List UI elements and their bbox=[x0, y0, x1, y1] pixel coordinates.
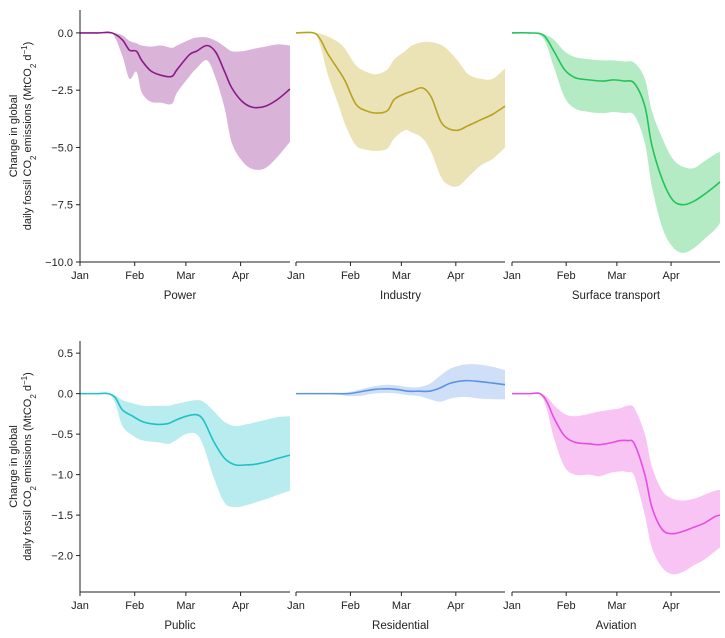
median-line-power bbox=[80, 31, 291, 109]
uncertainty-band-industry bbox=[296, 31, 505, 187]
x-tick-label: Mar bbox=[607, 270, 626, 282]
y-tick-label: −2.5 bbox=[51, 85, 73, 97]
y-tick-label: 0.0 bbox=[58, 28, 73, 40]
co2-text: CO bbox=[22, 68, 34, 85]
x-tick-label: Feb bbox=[125, 600, 144, 612]
co2-text: CO bbox=[22, 160, 34, 177]
y-axis-label-text: emissions (Mt bbox=[22, 85, 34, 156]
x-tick-label: Apr bbox=[447, 600, 464, 612]
y-axis-label-text: daily fossil bbox=[22, 507, 34, 561]
x-tick-label: Mar bbox=[392, 270, 411, 282]
y-axis-label-text: emissions (Mt bbox=[22, 415, 34, 486]
x-tick-label: Apr bbox=[232, 270, 249, 282]
y-tick-label: −1.0 bbox=[51, 470, 73, 482]
x-tick-label: Apr bbox=[232, 600, 249, 612]
median-line-residential bbox=[295, 379, 506, 395]
y-tick-label: −7.5 bbox=[51, 200, 73, 212]
y-tick-label: −2.0 bbox=[51, 551, 73, 563]
x-tick-label: Feb bbox=[557, 270, 576, 282]
x-tick-label: Feb bbox=[341, 270, 360, 282]
x-tick-label: Jan bbox=[71, 270, 89, 282]
x-tick-label: Apr bbox=[662, 600, 679, 612]
y-axis-label-text: ) bbox=[22, 42, 34, 46]
uncertainty-band-power bbox=[80, 31, 290, 170]
per-day-text: d bbox=[22, 55, 34, 61]
y-tick-label: 0.0 bbox=[58, 389, 73, 401]
panel-power: Jan Feb Mar Apr Power 0.0 −2.5 −5.0 −7.5 −10.0 Cha… bbox=[8, 10, 291, 302]
co2-subscript: 2 bbox=[29, 63, 38, 68]
x-tick-label: Mar bbox=[607, 600, 626, 612]
uncertainty-band-surface-transport bbox=[512, 32, 720, 253]
x-tick-label: Jan bbox=[503, 600, 521, 612]
y-tick-label: −1.5 bbox=[51, 510, 73, 522]
x-tick-label: Apr bbox=[447, 270, 464, 282]
panel-residential: Jan Feb Mar Apr Residential bbox=[287, 364, 506, 632]
per-day-superscript: −1 bbox=[20, 45, 29, 55]
co2-text: CO bbox=[22, 398, 34, 415]
y-axis-label: Change in globaldaily fossil CO2 emissio… bbox=[8, 372, 38, 561]
x-axis-label-public: Public bbox=[164, 620, 196, 632]
y-axis-label: Change in globaldaily fossil CO2 emissio… bbox=[8, 42, 38, 231]
x-tick-label: Feb bbox=[125, 270, 144, 282]
x-axis-label-power: Power bbox=[164, 290, 197, 302]
median-line-public bbox=[79, 392, 291, 467]
x-tick-label: Feb bbox=[341, 600, 360, 612]
uncertainty-band-public bbox=[80, 392, 290, 508]
median-line-industry bbox=[295, 31, 506, 132]
median-line-surface-transport bbox=[511, 31, 721, 206]
y-axis-label-text: ) bbox=[22, 372, 34, 376]
co2-subscript: 2 bbox=[29, 394, 38, 399]
per-day-text: d bbox=[22, 385, 34, 391]
x-axis-label-residential: Residential bbox=[372, 620, 429, 632]
x-tick-label: Mar bbox=[176, 600, 195, 612]
x-tick-label: Feb bbox=[557, 600, 576, 612]
co2-text: CO bbox=[22, 490, 34, 507]
x-axis-label-surface-transport: Surface transport bbox=[572, 290, 661, 302]
x-tick-label: Jan bbox=[71, 600, 89, 612]
per-day-superscript: −1 bbox=[20, 375, 29, 385]
y-tick-label: −0.5 bbox=[51, 429, 73, 441]
median-line-aviation bbox=[511, 392, 721, 535]
uncertainty-band-aviation bbox=[512, 392, 720, 575]
x-tick-label: Jan bbox=[503, 270, 521, 282]
y-tick-label: −5.0 bbox=[51, 142, 73, 154]
co2-subscript: 2 bbox=[29, 155, 38, 160]
y-axis-label-text: daily fossil bbox=[22, 177, 34, 231]
x-tick-label: Mar bbox=[392, 600, 411, 612]
y-axis-label-line2: daily fossil CO2 emissions (MtCO2 d−1) bbox=[20, 42, 38, 231]
y-tick-label: −10.0 bbox=[45, 257, 73, 269]
panel-aviation: Jan Feb Mar Apr Aviation bbox=[503, 392, 721, 632]
panel-public: Jan Feb Mar Apr Public 0.5 0.0 −0.5 −1.0 −1.5 −2.0… bbox=[8, 341, 291, 632]
x-axis-label-aviation: Aviation bbox=[596, 620, 637, 632]
y-axis-label-line2: daily fossil CO2 emissions (MtCO2 d−1) bbox=[20, 372, 38, 561]
x-tick-label: Jan bbox=[287, 270, 305, 282]
y-axis-label-line1: Change in global bbox=[8, 425, 20, 508]
x-axis-label-industry: Industry bbox=[380, 290, 421, 302]
x-tick-label: Mar bbox=[176, 270, 195, 282]
co2-subscript: 2 bbox=[29, 486, 38, 491]
y-axis-label-line1: Change in global bbox=[8, 95, 20, 178]
panel-industry: Jan Feb Mar Apr Industry bbox=[287, 31, 506, 302]
uncertainty-band-residential bbox=[296, 364, 505, 402]
x-tick-label: Apr bbox=[662, 270, 679, 282]
y-tick-label: 0.5 bbox=[58, 348, 73, 360]
x-tick-label: Jan bbox=[287, 600, 305, 612]
